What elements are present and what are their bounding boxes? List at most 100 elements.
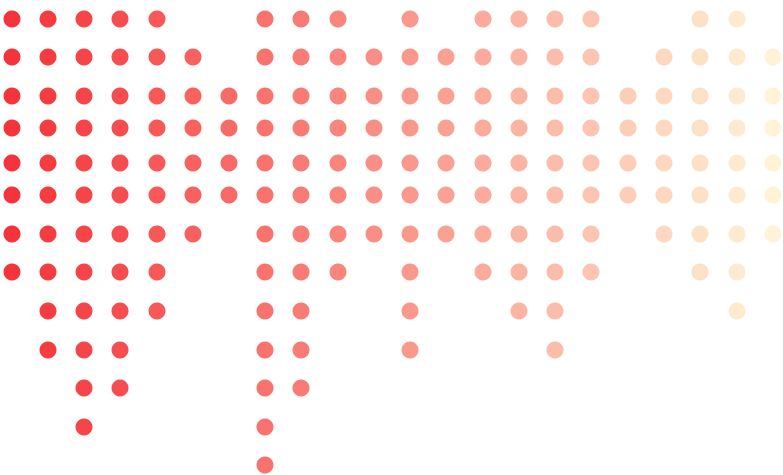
dot	[75, 379, 93, 397]
dot	[437, 225, 455, 243]
dot	[437, 87, 455, 105]
dot	[655, 119, 673, 137]
dot	[764, 154, 782, 172]
dot	[292, 225, 310, 243]
dot	[764, 186, 782, 204]
dot	[39, 154, 57, 172]
dot	[546, 154, 564, 172]
dot	[474, 263, 492, 281]
dot	[184, 154, 202, 172]
dot	[510, 119, 528, 137]
dot	[329, 119, 347, 137]
dot	[256, 341, 274, 359]
dot	[510, 87, 528, 105]
dot	[474, 48, 492, 66]
dot	[75, 10, 93, 28]
dot	[365, 119, 383, 137]
dot	[401, 225, 419, 243]
dot	[3, 10, 21, 28]
dot	[111, 119, 129, 137]
dot	[728, 119, 746, 137]
dot	[256, 119, 274, 137]
dot	[256, 87, 274, 105]
dot	[474, 186, 492, 204]
dot	[510, 263, 528, 281]
dot	[148, 263, 166, 281]
dot	[256, 302, 274, 320]
dot	[655, 48, 673, 66]
dot	[365, 154, 383, 172]
dot	[184, 225, 202, 243]
dot	[546, 87, 564, 105]
dot	[39, 302, 57, 320]
dot	[437, 186, 455, 204]
dot	[39, 225, 57, 243]
dot	[256, 418, 274, 436]
dot	[329, 263, 347, 281]
dot	[292, 48, 310, 66]
dot	[329, 48, 347, 66]
dot	[75, 186, 93, 204]
dot	[329, 225, 347, 243]
dot	[728, 48, 746, 66]
dot	[292, 302, 310, 320]
dot	[329, 186, 347, 204]
dot	[292, 10, 310, 28]
dot	[148, 48, 166, 66]
dot	[75, 302, 93, 320]
dot	[546, 263, 564, 281]
dot	[728, 302, 746, 320]
dot	[619, 119, 637, 137]
dot	[3, 154, 21, 172]
dot	[39, 48, 57, 66]
dot	[39, 119, 57, 137]
dot	[619, 87, 637, 105]
dot	[256, 186, 274, 204]
dot	[691, 263, 709, 281]
dot	[401, 341, 419, 359]
dot	[764, 87, 782, 105]
dot	[728, 263, 746, 281]
dot	[256, 379, 274, 397]
dot	[220, 186, 238, 204]
dot	[39, 10, 57, 28]
dot	[510, 186, 528, 204]
dot	[655, 225, 673, 243]
dot	[582, 263, 600, 281]
dot	[3, 263, 21, 281]
dot	[111, 10, 129, 28]
dot	[292, 154, 310, 172]
dot	[111, 87, 129, 105]
dot	[292, 87, 310, 105]
dot	[3, 87, 21, 105]
dot	[401, 302, 419, 320]
dot	[582, 48, 600, 66]
dot	[764, 225, 782, 243]
dot	[728, 186, 746, 204]
dot	[728, 10, 746, 28]
dot	[3, 225, 21, 243]
dot	[691, 119, 709, 137]
dot	[582, 119, 600, 137]
dot	[437, 154, 455, 172]
dot	[582, 154, 600, 172]
dot	[510, 48, 528, 66]
dot	[256, 154, 274, 172]
dot	[510, 225, 528, 243]
dot	[75, 119, 93, 137]
dot	[655, 186, 673, 204]
dot	[111, 379, 129, 397]
dot	[582, 87, 600, 105]
dot	[39, 341, 57, 359]
dot	[184, 87, 202, 105]
dot	[111, 48, 129, 66]
dot	[691, 225, 709, 243]
dot	[75, 154, 93, 172]
dot	[582, 10, 600, 28]
dot	[401, 87, 419, 105]
dot	[184, 48, 202, 66]
dot	[75, 225, 93, 243]
dot	[292, 379, 310, 397]
dot	[437, 48, 455, 66]
